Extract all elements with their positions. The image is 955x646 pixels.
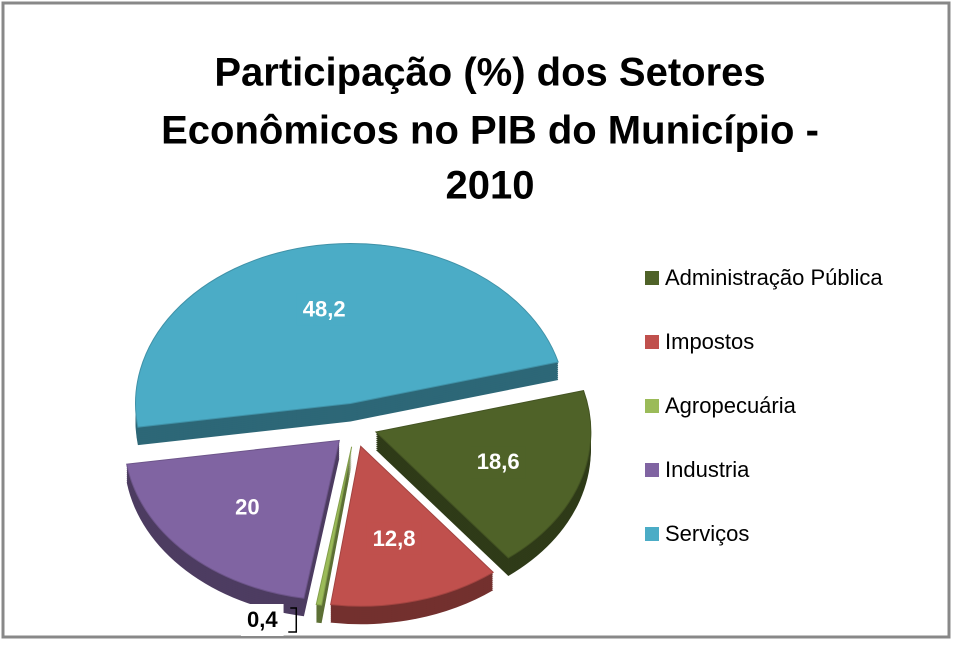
data-label-group: 18,6 (470, 446, 526, 479)
data-label: 0,4 (247, 607, 278, 632)
legend-label: Industria (665, 457, 750, 482)
slice (135, 242, 559, 428)
data-label-group: 48,2 (296, 293, 352, 326)
legend-label: Agropecuária (665, 393, 797, 418)
data-label-box (240, 604, 284, 636)
legend-swatch (645, 399, 659, 413)
legend-swatch (645, 463, 659, 477)
data-label-group: 0,4 (240, 604, 284, 636)
legend-swatch (645, 271, 659, 285)
data-label-box (229, 491, 266, 524)
data-label: 18,6 (477, 449, 520, 474)
legend-label: Administração Pública (665, 265, 883, 290)
leader-line (288, 607, 298, 633)
slice (315, 446, 353, 606)
data-label-box (296, 293, 352, 326)
data-label-box (366, 522, 422, 555)
data-label: 20 (235, 495, 259, 520)
legend-label: Impostos (665, 329, 754, 354)
legend-swatch (645, 335, 659, 349)
data-label-box (470, 446, 526, 479)
data-label: 12,8 (373, 526, 416, 551)
chart-title: 2010 (446, 164, 535, 208)
data-label-group: 12,8 (366, 522, 422, 555)
chart-title: Participação (%) dos Setores (214, 51, 765, 95)
legend-swatch (645, 527, 659, 541)
data-label: 48,2 (303, 296, 346, 321)
legend-label: Serviços (665, 521, 749, 546)
chart-title: Econômicos no PIB do Município - (161, 109, 819, 153)
data-label-group: 20 (229, 491, 266, 524)
